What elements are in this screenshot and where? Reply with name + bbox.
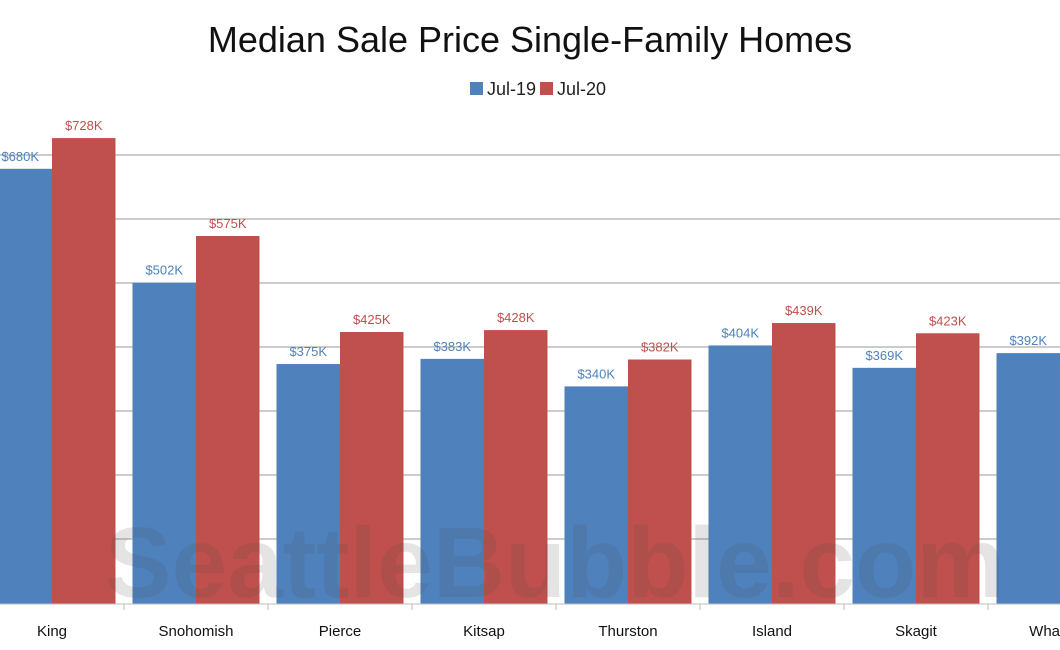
bar-jul-20-thurston [628, 359, 692, 604]
x-tick-label-skagit: Skagit [895, 623, 938, 640]
bar-jul-19-thurston [564, 386, 628, 604]
x-tick-label-king: King [37, 623, 67, 640]
data-label-jul-19-king: $680K [1, 149, 39, 164]
x-tick-label-thurston: Thurston [598, 623, 657, 640]
legend-label-jul-19: Jul-19 [487, 79, 536, 99]
bar-jul-19-island [708, 345, 772, 604]
x-tick-labels: King Snohomish Pierce Kitsap Thurston Island S… [37, 623, 1060, 640]
bar-jul-19-kitsap [420, 358, 484, 604]
data-label-jul-20-skagit: $423K [929, 313, 967, 328]
x-tick-label-island: Island [752, 623, 792, 640]
chart-title: Median Sale Price Single-Family Homes [208, 19, 852, 60]
data-label-jul-19-thurston: $340K [577, 366, 615, 381]
bar-jul-20-skagit [916, 333, 980, 604]
legend-swatch-jul-20 [540, 82, 553, 95]
bar-jul-19-whatcom [996, 353, 1060, 604]
data-label-jul-20-thurston: $382K [641, 340, 679, 355]
bar-jul-19-skagit [852, 367, 916, 604]
data-label-jul-19-pierce: $375K [289, 344, 327, 359]
x-tick-label-pierce: Pierce [319, 623, 362, 640]
data-label-jul-19-kitsap: $383K [433, 339, 471, 354]
data-label-jul-20-king: $728K [65, 118, 103, 133]
watermark-text: SeattleBubble.com [105, 507, 1005, 619]
data-label-jul-20-pierce: $425K [353, 312, 391, 327]
legend-label-jul-20: Jul-20 [557, 79, 606, 99]
data-label-jul-20-island: $439K [785, 303, 823, 318]
bar-jul-20-pierce [340, 332, 404, 604]
bar-jul-19-pierce [276, 364, 340, 604]
bar-jul-19-king [0, 168, 52, 605]
data-label-jul-19-skagit: $369K [865, 348, 903, 363]
bar-jul-19-snohomish [132, 282, 196, 604]
bar-jul-20-snohomish [196, 236, 260, 604]
data-label-jul-20-snohomish: $575K [209, 216, 247, 231]
bar-jul-20-king [52, 138, 116, 604]
data-label-jul-19-snohomish: $502K [145, 263, 183, 278]
data-labels: $680K $728K $502K $575K $375K $425K $383K $428K… [1, 118, 1047, 381]
bar-jul-20-kitsap [484, 330, 548, 604]
x-axis [0, 603, 1060, 610]
legend-swatch-jul-19 [470, 82, 483, 95]
data-label-jul-19-whatcom: $392K [1009, 333, 1047, 348]
data-label-jul-19-island: $404K [721, 325, 759, 340]
legend: Jul-19 Jul-20 [470, 79, 606, 99]
x-tick-label-snohomish: Snohomish [158, 623, 233, 640]
data-label-jul-20-kitsap: $428K [497, 310, 535, 325]
bar-jul-20-island [772, 323, 836, 604]
x-tick-label-whatcom: Wha [1029, 623, 1060, 640]
bars [0, 138, 1060, 605]
x-tick-label-kitsap: Kitsap [463, 623, 505, 640]
